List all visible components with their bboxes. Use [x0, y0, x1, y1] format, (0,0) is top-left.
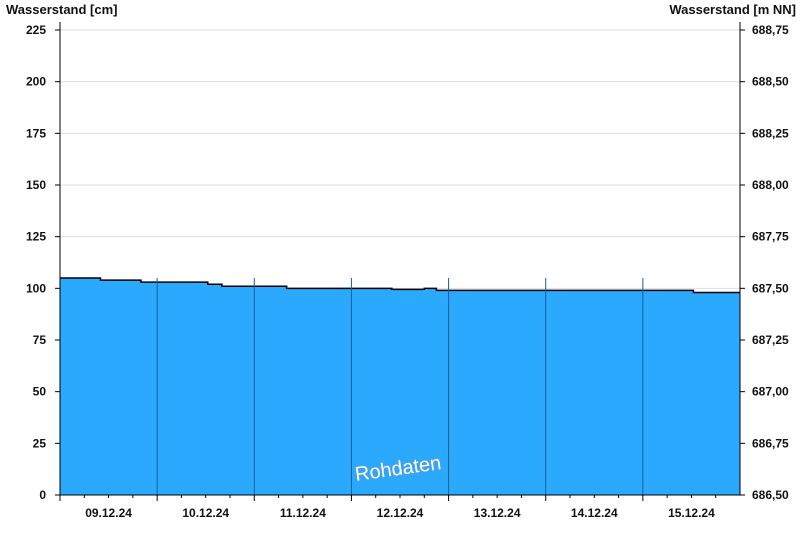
x-tick-label: 13.12.24	[474, 506, 521, 520]
x-tick-label: 11.12.24	[280, 506, 326, 520]
x-tick-label: 15.12.24	[668, 506, 715, 520]
y-tick-label-left: 150	[26, 178, 46, 192]
y-tick-label-right: 686,75	[752, 436, 789, 450]
x-tick-label: 09.12.24	[85, 506, 132, 520]
y-tick-label-right: 687,50	[752, 281, 789, 295]
y-tick-label-left: 200	[26, 75, 46, 89]
right-axis-title: Wasserstand [m NN]	[669, 2, 796, 17]
y-tick-label-right: 688,50	[752, 75, 789, 89]
y-tick-label-right: 688,75	[752, 23, 789, 37]
y-tick-label-right: 687,75	[752, 230, 789, 244]
y-tick-label-left: 50	[33, 385, 47, 399]
x-tick-label: 10.12.24	[182, 506, 229, 520]
x-tick-label: 14.12.24	[571, 506, 618, 520]
y-tick-label-right: 687,25	[752, 333, 789, 347]
y-tick-label-right: 688,25	[752, 126, 789, 140]
y-tick-label-left: 0	[39, 488, 46, 502]
y-tick-label-right: 686,50	[752, 488, 789, 502]
y-tick-label-right: 687,00	[752, 385, 789, 399]
y-tick-label-left: 25	[33, 436, 47, 450]
y-tick-label-left: 175	[26, 126, 46, 140]
y-tick-label-left: 100	[26, 281, 46, 295]
water-level-line	[60, 277, 740, 294]
y-tick-label-left: 125	[26, 230, 46, 244]
y-tick-label-left: 75	[33, 333, 47, 347]
x-tick-label: 12.12.24	[377, 506, 424, 520]
y-tick-label-right: 688,00	[752, 178, 789, 192]
y-tick-label-left: 225	[26, 23, 46, 37]
left-axis-title: Wasserstand [cm]	[6, 2, 118, 17]
water-level-area	[60, 278, 740, 495]
